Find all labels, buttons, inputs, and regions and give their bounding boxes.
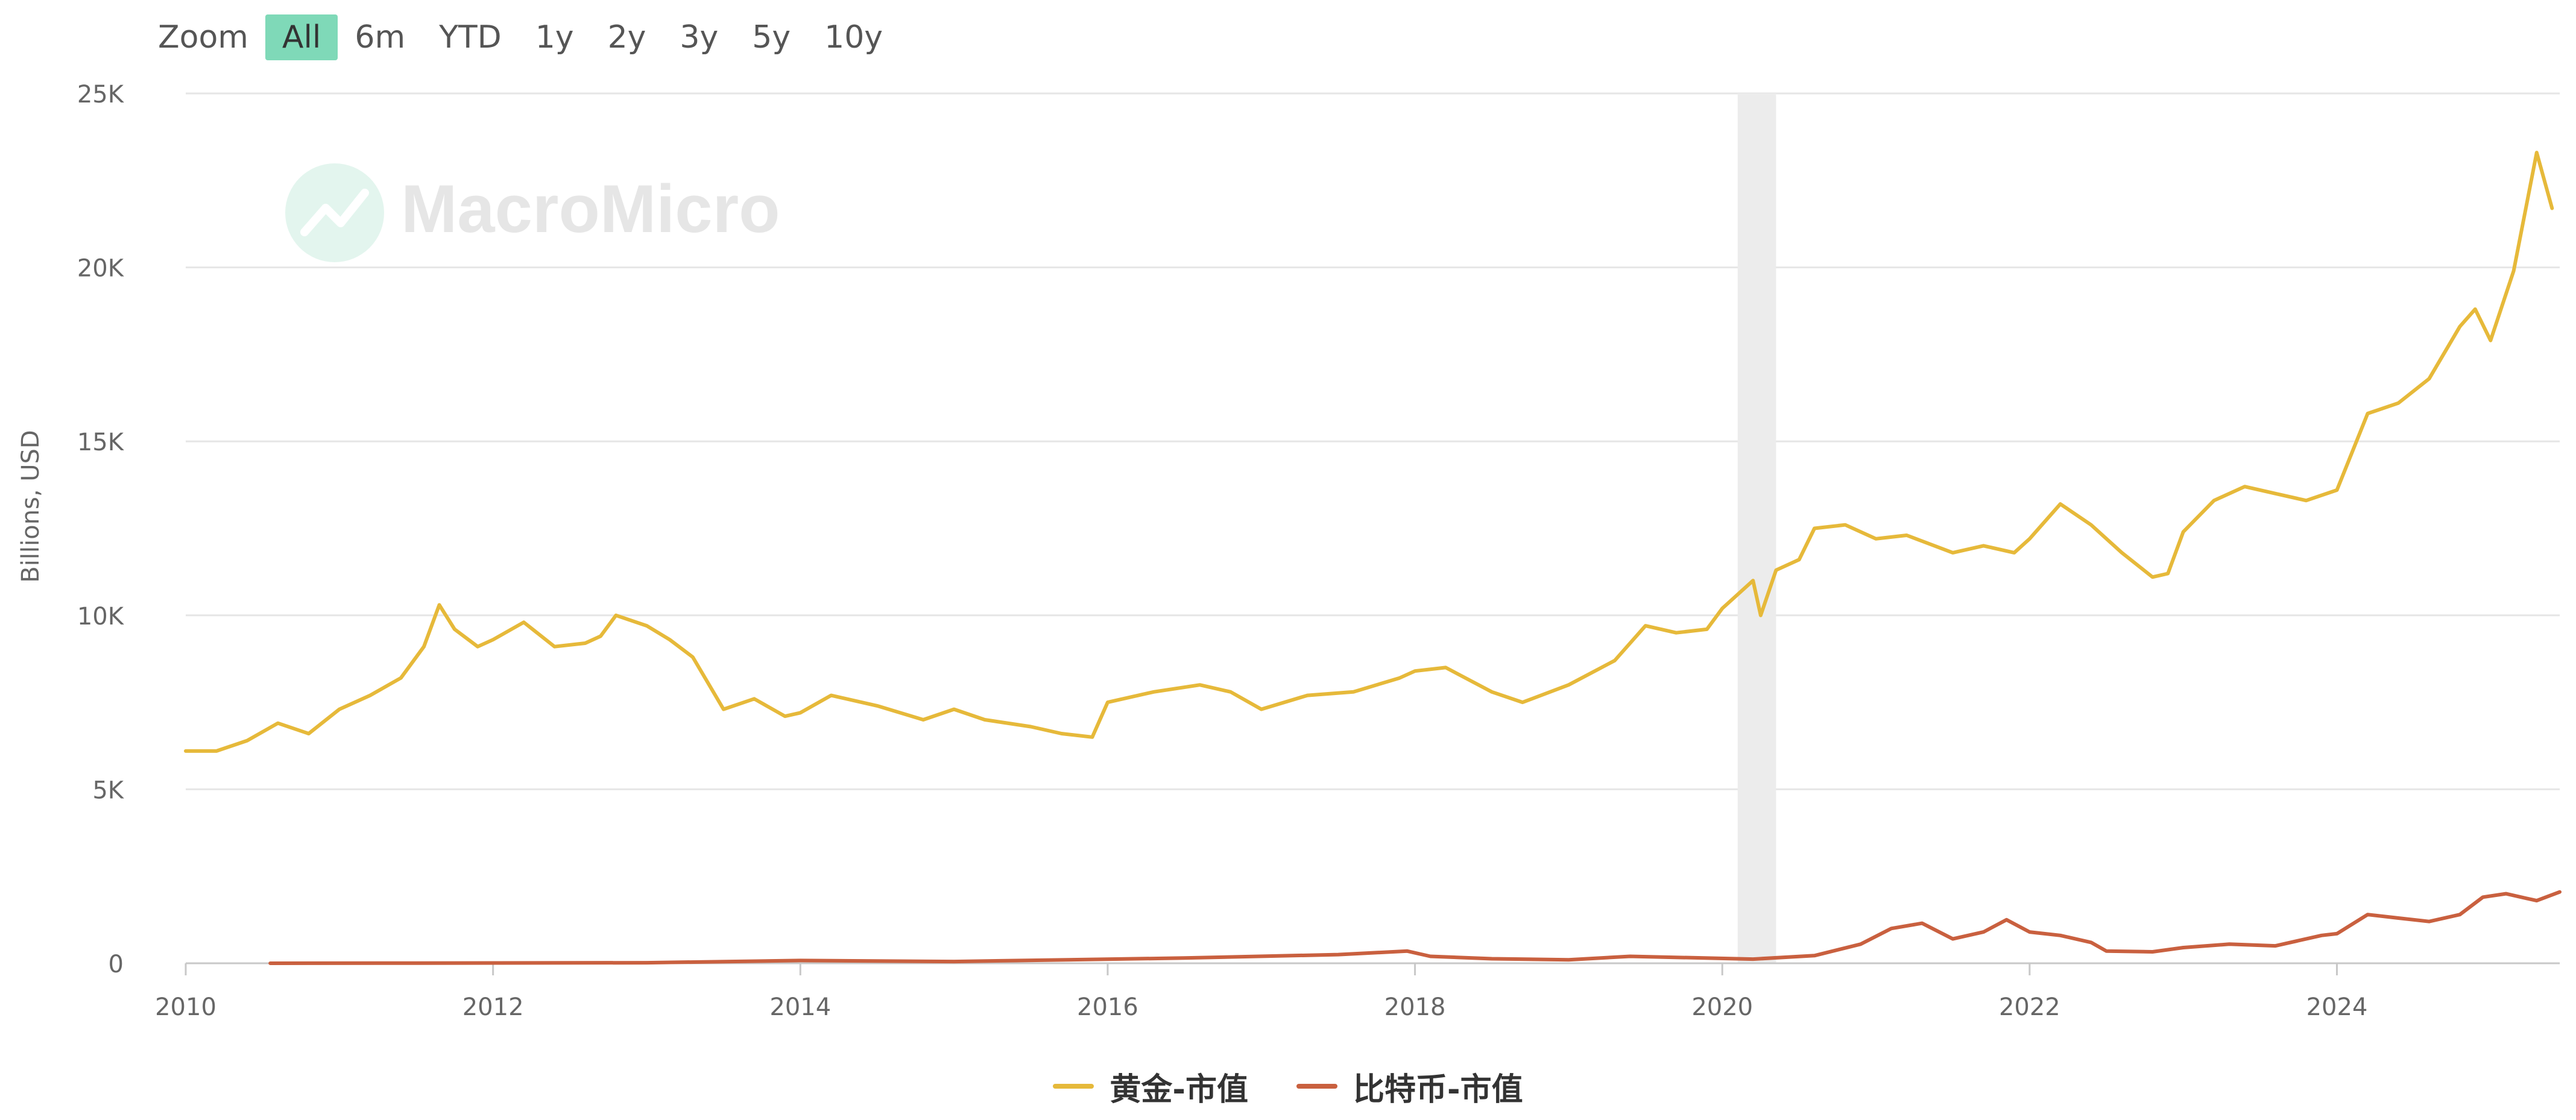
series-group	[184, 151, 2562, 965]
x-tick-label: 2014	[769, 993, 831, 1021]
x-tick-label: 2016	[1077, 993, 1138, 1021]
legend-swatch-bitcoin	[1296, 1084, 1337, 1089]
y-tick-label: 15K	[77, 429, 125, 456]
zoom-5y-button[interactable]: 5y	[752, 19, 791, 55]
x-tick-label: 2024	[2306, 993, 2368, 1021]
y-tick-label: 25K	[77, 81, 125, 109]
zoom-ytd-button[interactable]: YTD	[439, 19, 502, 55]
y-tick-label: 20K	[77, 255, 125, 283]
y-tick-label: 5K	[92, 776, 124, 804]
zoom-1y-button[interactable]: 1y	[535, 19, 574, 55]
zoom-6m-button[interactable]: 6m	[355, 19, 406, 55]
watermark-logo-mark	[300, 189, 369, 236]
x-tick-label: 2018	[1384, 993, 1446, 1021]
shaded-band-rect	[1737, 93, 1776, 963]
y-axis-label: Billions, USD	[17, 430, 45, 582]
legend-label-bitcoin: 比特币-市值	[1353, 1071, 1523, 1108]
series-line-bitcoin	[268, 890, 2562, 965]
y-tick-label: 10K	[77, 603, 125, 631]
y-axis: 0 5K 10K 15K 20K 25K	[77, 81, 125, 978]
x-axis: 2010 2012 2014 2016 2018 2020 2022 2024	[155, 962, 2560, 1021]
x-tick-label: 2012	[462, 993, 524, 1021]
zoom-bar: Zoom All 6m YTD 1y 2y 3y 5y 10y	[158, 10, 900, 65]
legend-label-gold: 黄金-市值	[1110, 1071, 1248, 1108]
zoom-label: Zoom	[158, 19, 248, 55]
zoom-2y-button[interactable]: 2y	[607, 19, 646, 55]
legend-item-gold[interactable]: 黄金-市值	[1053, 1064, 1248, 1109]
legend-item-bitcoin[interactable]: 比特币-市值	[1296, 1064, 1523, 1109]
zoom-3y-button[interactable]: 3y	[680, 19, 719, 55]
x-tick-label: 2022	[1999, 993, 2060, 1021]
grid-lines	[186, 92, 2560, 790]
zoom-10y-button[interactable]: 10y	[824, 19, 883, 55]
watermark: MacroMicro	[285, 163, 780, 262]
shaded-band	[1737, 93, 1776, 963]
x-tick-label: 2010	[155, 993, 216, 1021]
watermark-text: MacroMicro	[401, 171, 780, 247]
series-line-gold	[184, 151, 2554, 753]
y-tick-label: 0	[109, 951, 124, 978]
legend: 黄金-市值 比特币-市值	[0, 1062, 2576, 1110]
x-tick-label: 2020	[1691, 993, 1753, 1021]
zoom-all-button[interactable]: All	[265, 14, 338, 60]
legend-swatch-gold	[1053, 1084, 1094, 1089]
